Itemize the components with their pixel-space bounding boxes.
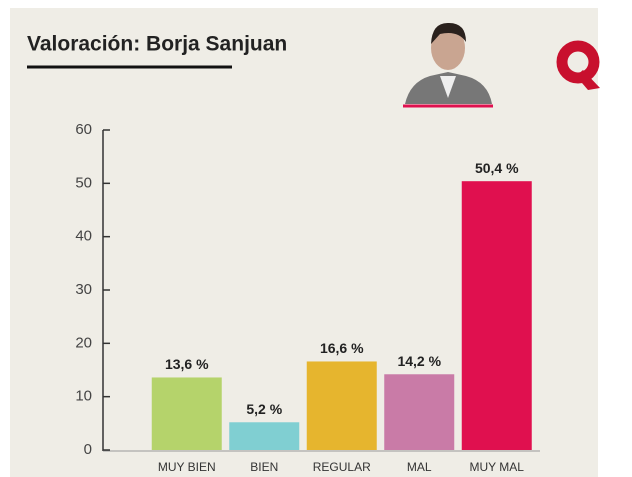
y-tick-label: 30	[75, 281, 92, 298]
bar	[229, 422, 299, 450]
value-label: 5,2 %	[246, 401, 282, 417]
y-tick-label: 20	[75, 334, 92, 351]
y-tick-label: 0	[84, 441, 92, 458]
page: Valoración: Borja Sanjuan 0 10 20 30 40 50 60 M…	[0, 0, 632, 477]
y-tick-label: 50	[75, 174, 92, 191]
x-tick-label: MUY MAL	[470, 460, 525, 474]
x-tick-label: REGULAR	[313, 460, 371, 474]
y-tick-label: 10	[75, 388, 92, 405]
bar	[384, 374, 454, 450]
bar	[462, 181, 532, 450]
value-label: 16,6 %	[320, 340, 364, 356]
value-label: 50,4 %	[475, 160, 519, 176]
bar	[152, 377, 222, 450]
chart-title: Valoración: Borja Sanjuan	[27, 33, 287, 56]
value-label: 14,2 %	[397, 353, 441, 369]
x-tick-label: MAL	[407, 460, 432, 474]
y-tick-label: 40	[75, 228, 92, 245]
bar	[307, 361, 377, 450]
x-tick-label: MUY BIEN	[158, 460, 216, 474]
y-tick-label: 60	[75, 121, 92, 138]
x-tick-label: BIEN	[250, 460, 278, 474]
value-label: 13,6 %	[165, 356, 209, 372]
chart: Valoración: Borja Sanjuan 0 10 20 30 40 50 60 M…	[0, 0, 632, 477]
